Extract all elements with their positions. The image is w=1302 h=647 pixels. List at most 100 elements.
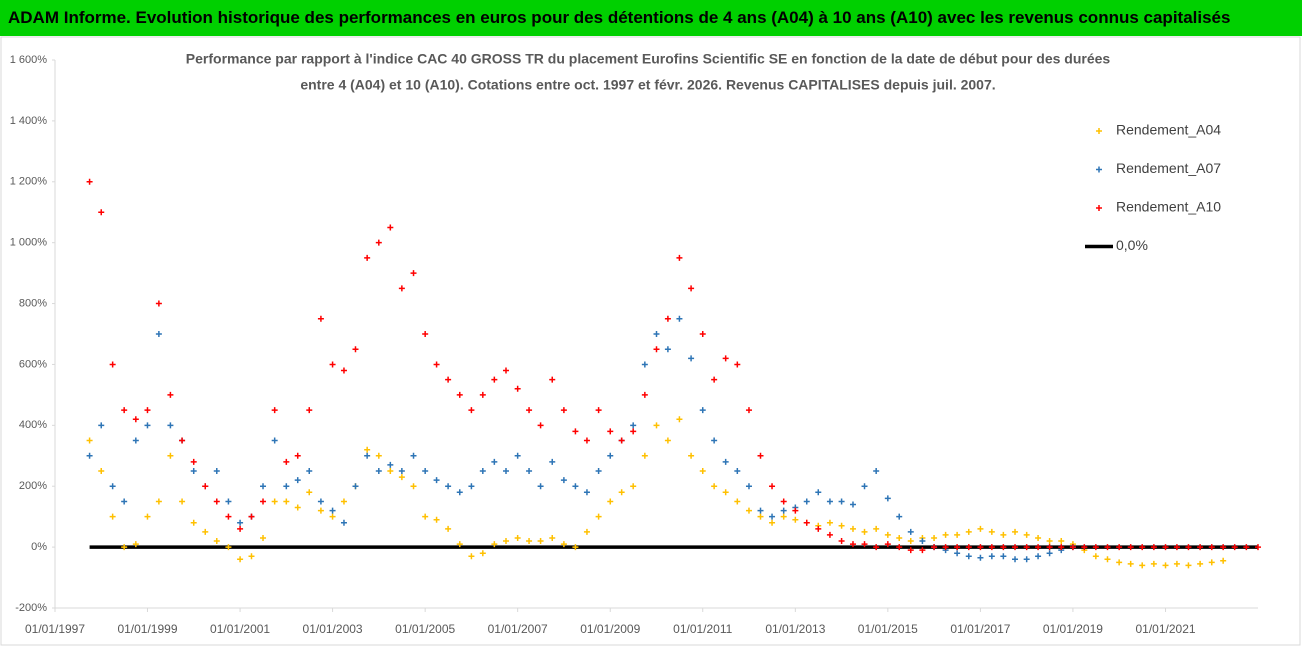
point xyxy=(144,422,151,429)
legend-marker xyxy=(1096,166,1102,173)
point xyxy=(583,437,590,444)
point xyxy=(1012,556,1019,563)
point xyxy=(653,422,660,429)
point xyxy=(641,361,648,368)
point xyxy=(838,498,845,505)
point xyxy=(1069,544,1076,551)
point xyxy=(919,538,926,545)
point xyxy=(1092,544,1099,551)
point xyxy=(398,474,405,481)
point xyxy=(109,513,116,520)
subtitle: entre 4 (A04) et 10 (A10). Cotations ent… xyxy=(300,77,995,93)
point xyxy=(664,346,671,353)
point xyxy=(849,525,856,532)
x-tick-label: 01/01/2001 xyxy=(210,622,270,636)
point xyxy=(340,367,347,374)
point xyxy=(1150,544,1157,551)
point xyxy=(896,513,903,520)
point xyxy=(1185,544,1192,551)
y-tick-label: 600% xyxy=(19,358,47,370)
point xyxy=(1162,544,1169,551)
point xyxy=(132,416,139,423)
point xyxy=(745,407,752,414)
point xyxy=(838,538,845,545)
point xyxy=(861,541,868,548)
point xyxy=(873,468,880,474)
point xyxy=(479,391,486,398)
point xyxy=(502,538,509,545)
point xyxy=(121,544,128,551)
point xyxy=(607,452,614,459)
point xyxy=(1255,544,1261,551)
point xyxy=(1116,559,1123,566)
point xyxy=(456,489,463,496)
point xyxy=(641,391,648,398)
point xyxy=(98,209,105,216)
point xyxy=(722,355,729,362)
legend-label: Rendement_A10 xyxy=(1116,199,1221,215)
point xyxy=(965,528,972,535)
point xyxy=(144,513,151,520)
point xyxy=(167,391,174,398)
point xyxy=(1000,531,1007,538)
point xyxy=(699,468,706,474)
point xyxy=(306,489,313,496)
point xyxy=(225,544,232,551)
point xyxy=(514,534,521,541)
point xyxy=(225,513,232,520)
point xyxy=(977,554,984,561)
point xyxy=(260,534,267,541)
point xyxy=(977,544,984,551)
point xyxy=(167,452,174,459)
point xyxy=(745,507,752,514)
point xyxy=(1104,556,1111,563)
point xyxy=(931,534,938,541)
point xyxy=(607,428,614,435)
point xyxy=(132,541,139,548)
point xyxy=(329,507,336,514)
point xyxy=(190,519,197,526)
point xyxy=(1000,553,1007,560)
point xyxy=(445,376,452,383)
point xyxy=(769,513,776,520)
point xyxy=(907,528,914,535)
point xyxy=(722,489,729,496)
point xyxy=(502,367,509,374)
point xyxy=(838,522,845,529)
point xyxy=(826,531,833,538)
point xyxy=(734,498,741,505)
point xyxy=(1000,544,1007,551)
point xyxy=(688,285,695,292)
point xyxy=(121,498,128,505)
point xyxy=(1220,557,1227,564)
point xyxy=(676,315,683,322)
point xyxy=(526,538,533,545)
point xyxy=(1197,560,1204,567)
point xyxy=(1197,544,1204,551)
x-tick-label: 01/01/2009 xyxy=(580,622,640,636)
point xyxy=(549,534,556,541)
point xyxy=(86,452,93,459)
point xyxy=(468,483,475,490)
point xyxy=(942,531,949,538)
y-tick-label: 200% xyxy=(19,480,47,492)
point xyxy=(190,458,197,465)
point xyxy=(560,541,567,548)
point xyxy=(237,556,244,563)
point xyxy=(1150,560,1157,567)
point xyxy=(410,483,417,490)
point xyxy=(884,495,891,502)
point xyxy=(849,501,856,508)
point xyxy=(364,452,371,459)
point xyxy=(468,553,475,560)
point xyxy=(653,346,660,353)
point xyxy=(433,361,440,368)
point xyxy=(572,544,579,551)
point xyxy=(271,407,278,414)
point xyxy=(873,544,880,551)
point xyxy=(294,452,301,459)
point xyxy=(988,544,995,551)
point xyxy=(526,468,533,474)
x-tick-label: 01/01/2013 xyxy=(765,622,825,636)
point xyxy=(711,376,718,383)
